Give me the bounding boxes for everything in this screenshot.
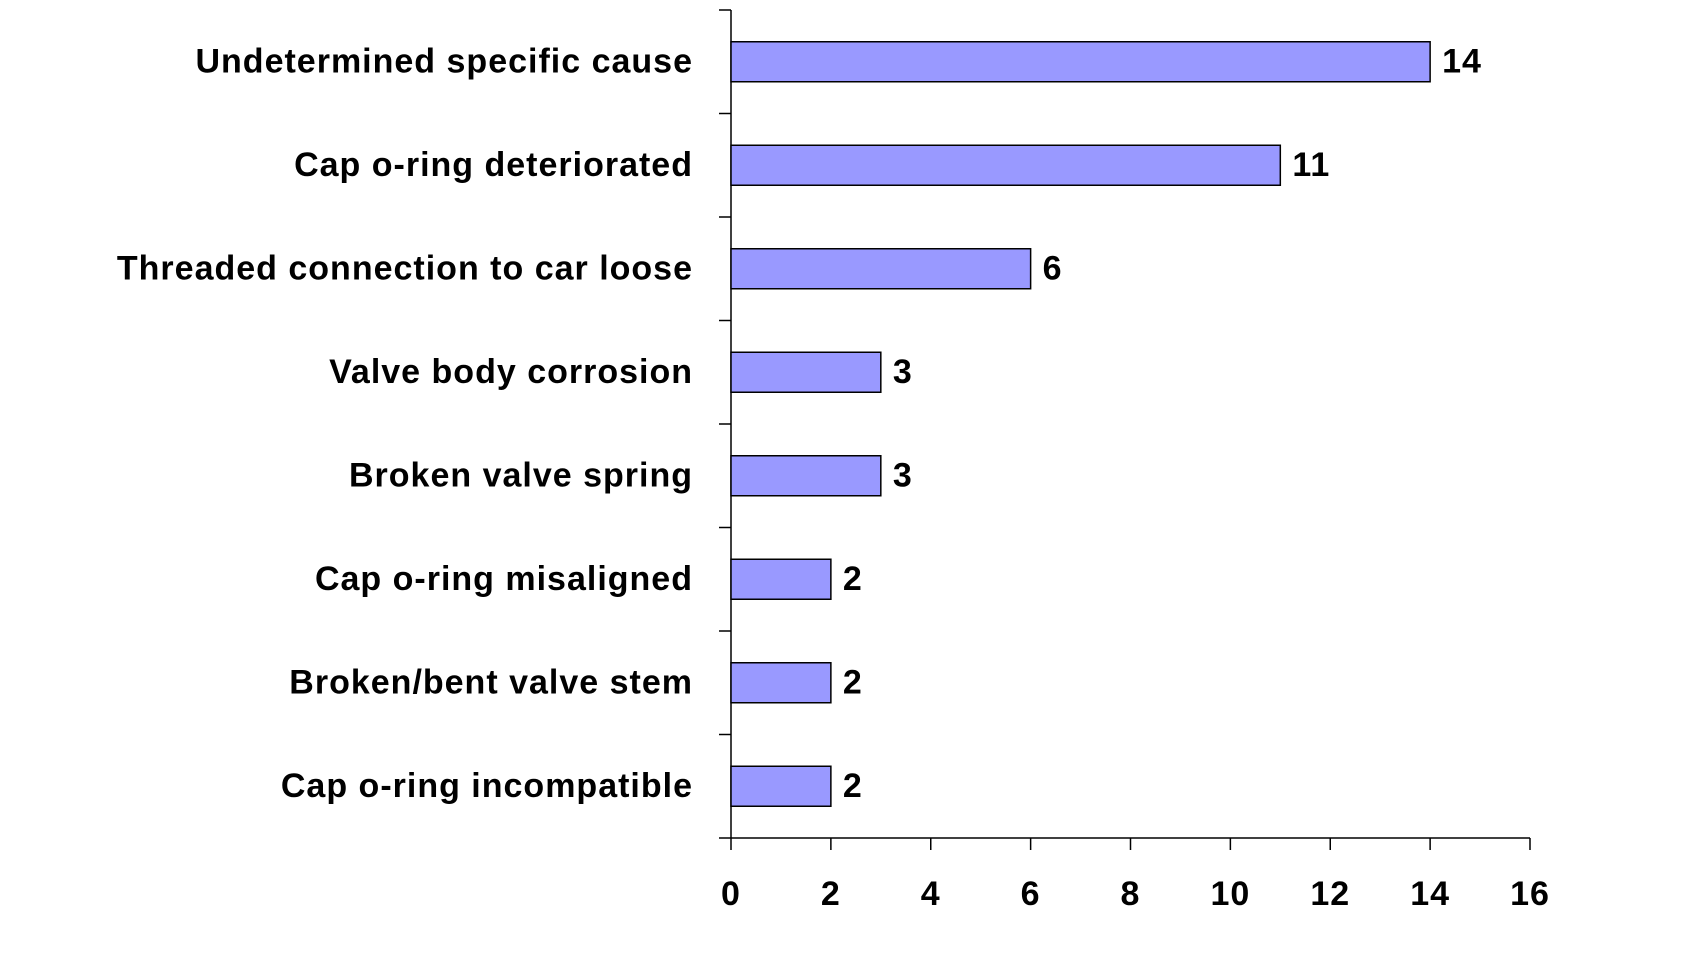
bar [730, 248, 1032, 290]
x-tick-label: 8 [1121, 875, 1141, 913]
x-tick-label: 14 [1410, 875, 1450, 913]
x-tick-label: 0 [721, 875, 741, 913]
bar [730, 662, 832, 704]
y-tick-label: Broken valve spring [349, 457, 693, 495]
data-label: 2 [843, 560, 863, 598]
data-label: 11 [1292, 146, 1330, 184]
y-tick-label: Cap o-ring misaligned [315, 560, 693, 598]
bar [730, 765, 832, 807]
data-label: 2 [843, 767, 863, 805]
data-label: 3 [893, 353, 913, 391]
y-tick-label: Cap o-ring deteriorated [294, 146, 693, 184]
data-label: 2 [843, 664, 863, 702]
bar [730, 351, 882, 393]
y-tick-label: Cap o-ring incompatible [281, 767, 693, 805]
y-tick-label: Threaded connection to car loose [117, 250, 693, 288]
bar [730, 41, 1431, 83]
bar [730, 558, 832, 600]
data-label: 14 [1442, 43, 1482, 81]
y-tick-label: Valve body corrosion [329, 353, 693, 391]
bar [730, 144, 1282, 186]
data-label: 6 [1043, 250, 1063, 288]
x-tick-label: 12 [1310, 875, 1350, 913]
x-tick-label: 2 [821, 875, 841, 913]
x-tick-label: 10 [1210, 875, 1250, 913]
x-tick-label: 6 [1021, 875, 1041, 913]
data-label: 3 [893, 457, 913, 495]
x-tick-label: 16 [1510, 875, 1550, 913]
y-tick-label: Undetermined specific cause [195, 43, 693, 81]
x-tick-label: 4 [921, 875, 941, 913]
y-tick-label: Broken/bent valve stem [289, 664, 693, 702]
bar [730, 455, 882, 497]
